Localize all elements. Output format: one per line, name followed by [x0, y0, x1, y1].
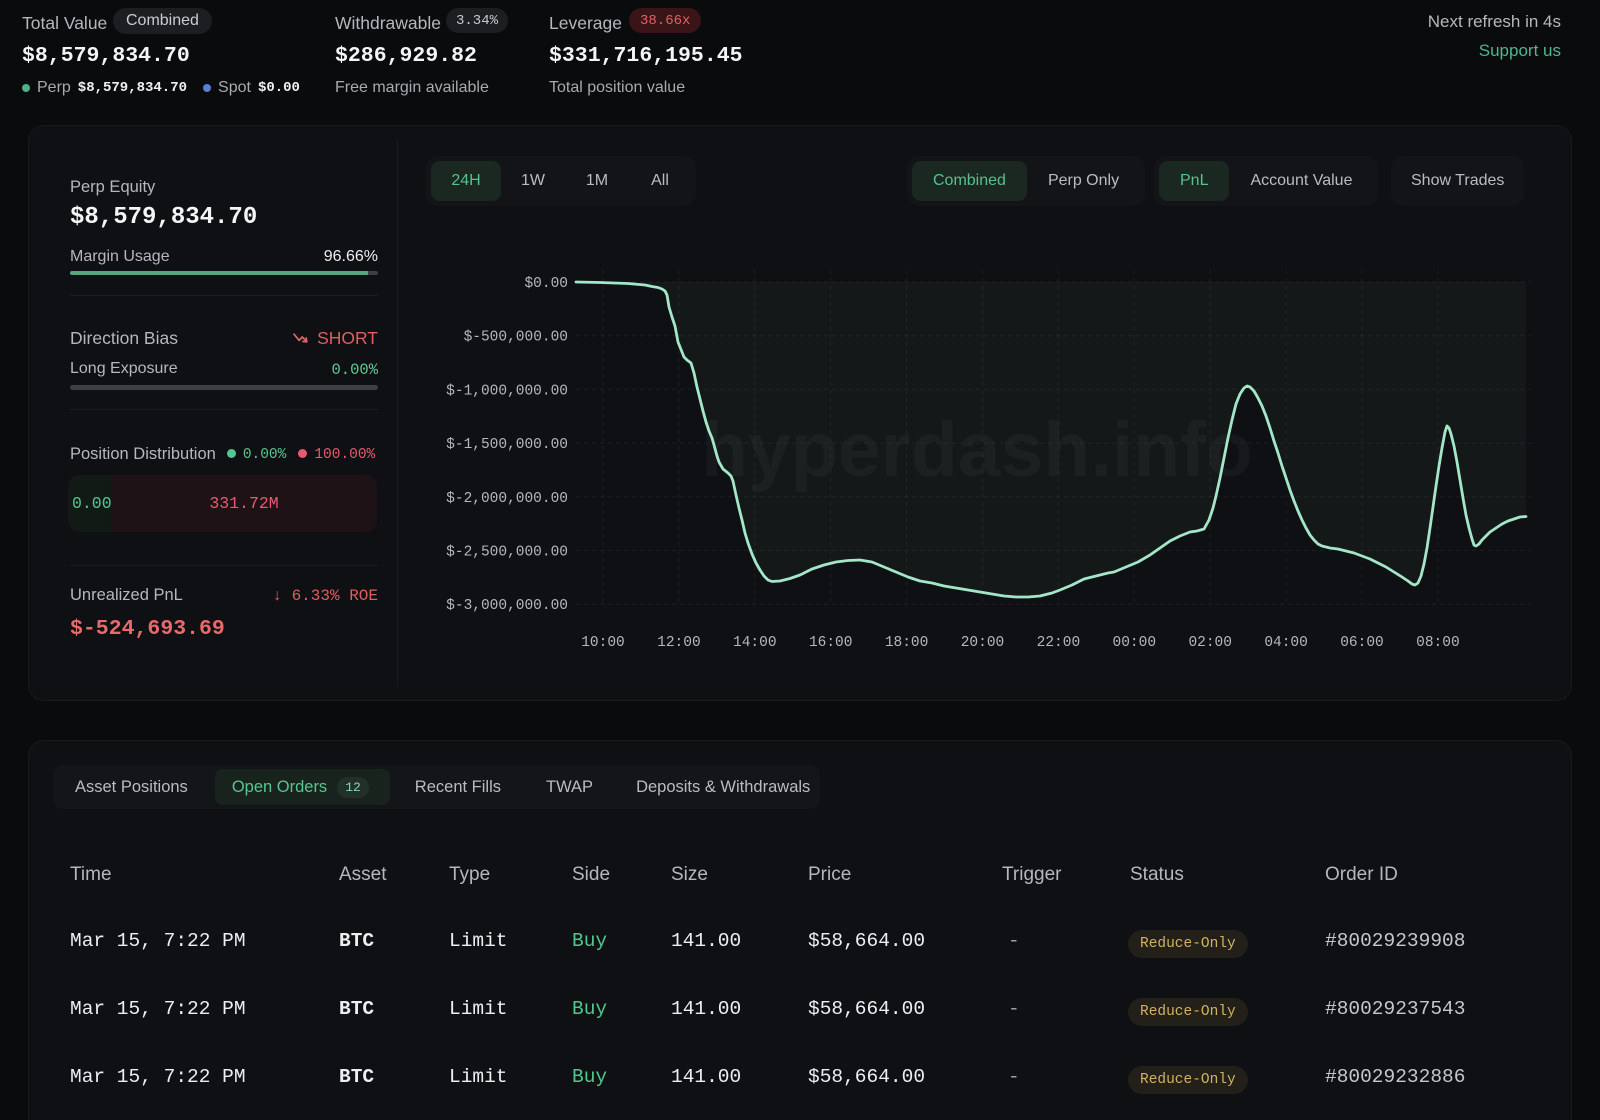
svg-text:$-500,000.00: $-500,000.00	[464, 330, 568, 346]
svg-text:04:00: 04:00	[1264, 635, 1308, 651]
svg-text:18:00: 18:00	[885, 635, 929, 651]
svg-text:$-2,000,000.00: $-2,000,000.00	[446, 491, 568, 507]
svg-text:10:00: 10:00	[581, 635, 625, 651]
svg-text:08:00: 08:00	[1416, 635, 1460, 651]
svg-text:02:00: 02:00	[1188, 635, 1232, 651]
svg-text:$0.00: $0.00	[524, 276, 568, 292]
svg-text:14:00: 14:00	[733, 635, 777, 651]
svg-text:$-1,500,000.00: $-1,500,000.00	[446, 437, 568, 453]
svg-text:20:00: 20:00	[961, 635, 1005, 651]
svg-text:16:00: 16:00	[809, 635, 853, 651]
svg-text:$-2,500,000.00: $-2,500,000.00	[446, 545, 568, 561]
svg-text:00:00: 00:00	[1113, 635, 1157, 651]
svg-text:$-3,000,000.00: $-3,000,000.00	[446, 598, 568, 614]
svg-text:06:00: 06:00	[1340, 635, 1384, 651]
svg-text:$-1,000,000.00: $-1,000,000.00	[446, 383, 568, 399]
svg-text:22:00: 22:00	[1037, 635, 1081, 651]
svg-text:12:00: 12:00	[657, 635, 701, 651]
